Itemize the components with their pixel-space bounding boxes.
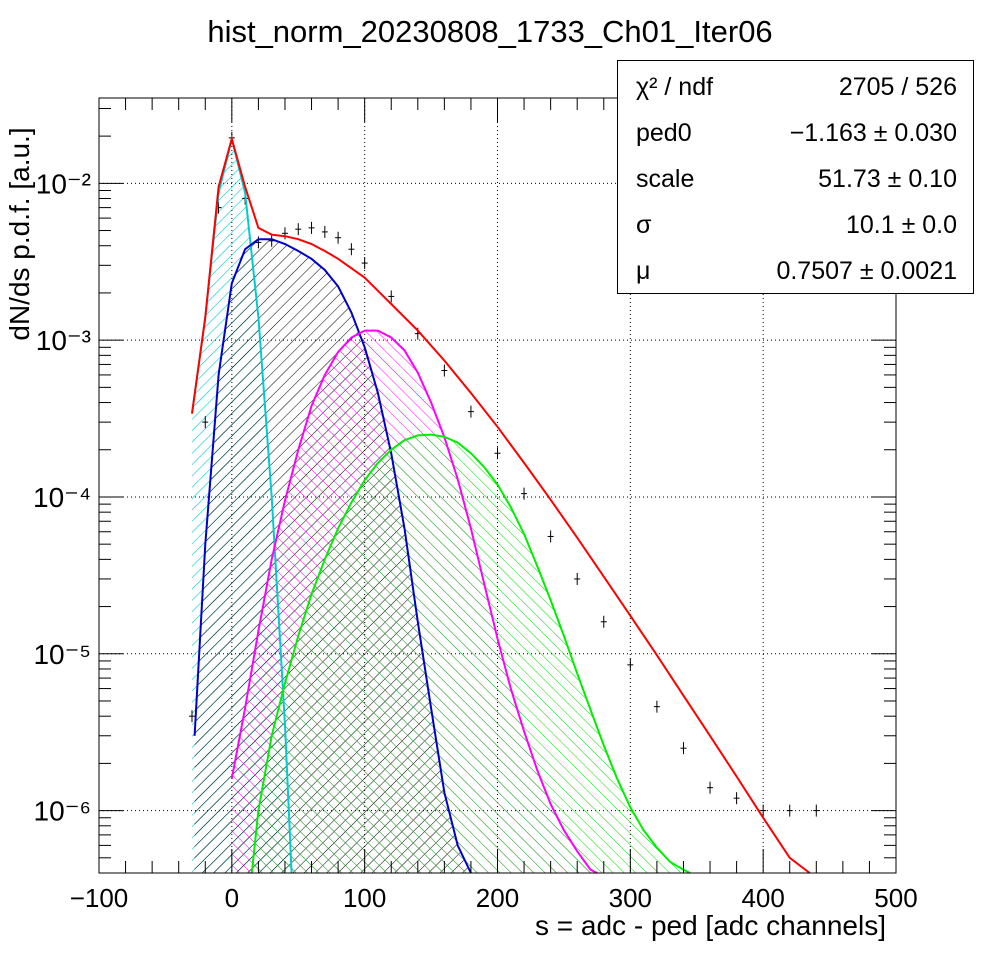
component-3pe-fill [251,434,691,873]
x-tick-label: 0 [225,883,239,913]
stat-row-scale: scale 51.73 ± 0.10 [618,157,973,203]
y-tick-label: 10⁻³ [36,325,91,356]
stat-row-ped0: ped0 −1.163 ± 0.030 [618,111,973,157]
stat-value: 10.1 ± 0.0 [845,211,957,239]
tick-labels: −100 0 100 200 300 400 500 10⁻⁶ 10⁻⁵ 10⁻⁴ 10⁻³ 10⁻² [33,168,918,913]
y-tick-label: 10⁻⁵ [33,639,91,670]
stat-value: 0.7507 ± 0.0021 [776,257,957,285]
stat-value: 51.73 ± 0.10 [818,165,957,193]
x-tick-label: 300 [609,883,652,913]
y-axis-label: dN/ds p.d.f. [a.u.] [4,127,35,341]
stat-name: scale [636,165,695,193]
stat-name: σ [636,211,652,239]
stat-value: 2705 / 526 [838,73,957,101]
stat-row-chi2: χ² / ndf 2705 / 526 [618,65,973,111]
stat-name: μ [636,257,651,285]
x-tick-label: −100 [70,883,129,913]
fit-stats-box: χ² / ndf 2705 / 526 ped0 −1.163 ± 0.030 … [617,60,974,294]
component-2pe [230,329,598,874]
stat-row-mu: μ 0.7507 ± 0.0021 [618,249,973,295]
stat-name: χ² / ndf [636,73,714,101]
total-fit-curve [191,135,811,874]
component-3pe [250,433,691,874]
stat-name: ped0 [636,119,692,147]
stat-row-sigma: σ 10.1 ± 0.0 [618,203,973,249]
y-tick-label: 10⁻² [36,168,91,199]
y-tick-label: 10⁻⁶ [34,796,91,827]
x-tick-label: 400 [741,883,784,913]
chart-title: hist_norm_20230808_1733_Ch01_Iter06 [207,14,773,49]
y-tick-label: 10⁻⁴ [33,482,91,513]
series-lines [188,131,820,874]
x-tick-label: 100 [343,883,386,913]
x-axis-label: s = adc - ped [adc channels] [535,910,886,941]
x-tick-label: 200 [476,883,519,913]
stat-value: −1.163 ± 0.030 [789,119,957,147]
component-1pe [193,238,472,874]
x-tick-label: 500 [874,883,917,913]
